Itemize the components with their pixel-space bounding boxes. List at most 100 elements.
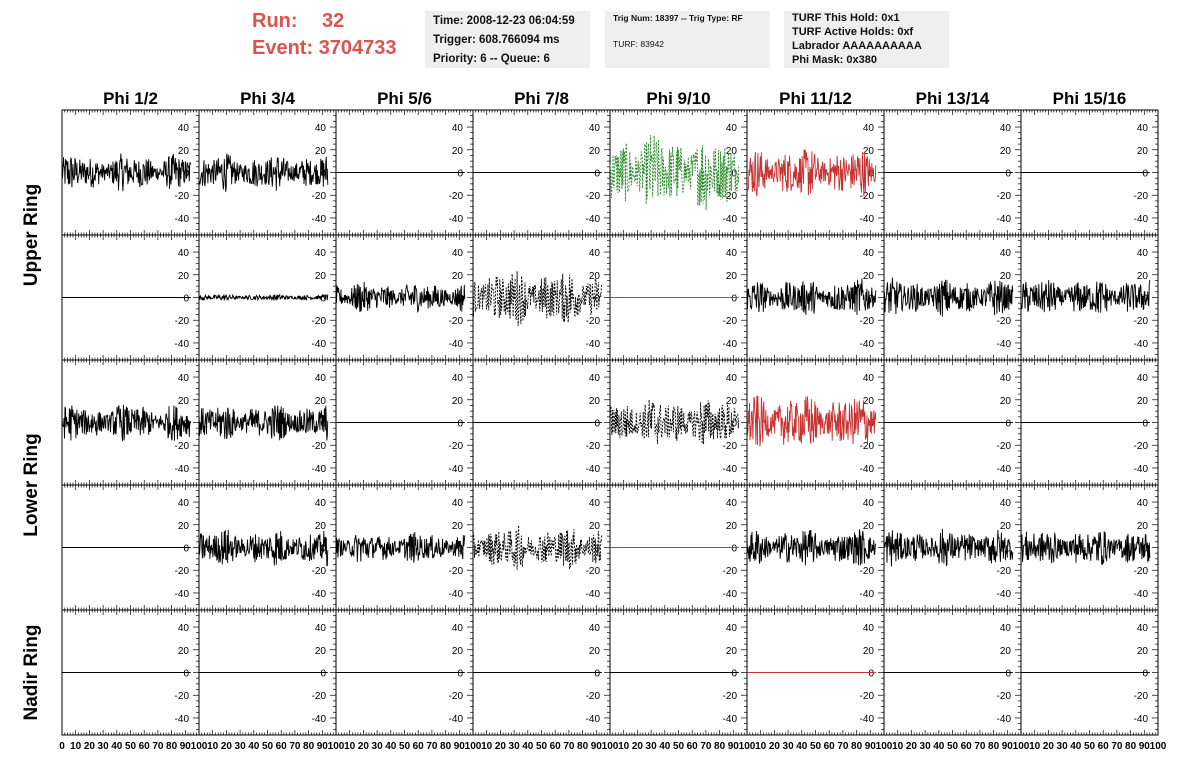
priority-text: Priority: 6 -- Queue: 6 [433,53,550,65]
turf-active-text: TURF Active Holds: 0xf [792,26,914,38]
waveform-trace [746,529,877,566]
waveform-trace [609,134,740,211]
y-tick-label: 20 [315,521,327,532]
run-event-box: Run: 32 Event: 3704733 [252,8,397,62]
y-tick-label: -20 [312,191,327,202]
y-tick-label: 40 [315,623,327,634]
y-tick-label: 0 [1005,169,1011,180]
y-tick-label: 40 [1000,498,1012,509]
y-tick-label: 20 [589,271,601,282]
y-tick-label: 40 [863,498,875,509]
y-tick-label: 20 [589,396,601,407]
y-tick-label: -20 [997,566,1012,577]
y-tick-label: 20 [863,146,875,157]
waveform-trace [335,281,466,313]
y-tick-label: -40 [723,589,738,600]
y-tick-label: 0 [457,419,463,430]
ring-label: Lower Ring [21,433,42,536]
y-tick-label: -40 [1134,464,1149,475]
y-tick-label: -40 [997,214,1012,225]
y-tick-label: -40 [586,589,601,600]
y-tick-label: -20 [997,316,1012,327]
y-tick-label: 40 [726,498,738,509]
column-title: Phi 11/12 [779,89,852,108]
y-tick-label: -20 [860,566,875,577]
waveform-trace [746,149,877,197]
y-tick-label: 20 [1000,521,1012,532]
y-tick-label: 0 [457,169,463,180]
y-tick-label: 20 [863,396,875,407]
y-tick-label: 40 [315,123,327,134]
y-tick-label: 20 [589,646,601,657]
y-tick-label: 0 [731,669,737,680]
column-title: Phi 1/2 [103,89,158,108]
y-tick-label: -20 [860,316,875,327]
y-tick-label: -40 [997,464,1012,475]
column-title: Phi 5/6 [377,89,432,108]
y-tick-label: 20 [315,396,327,407]
y-tick-label: 40 [1137,498,1149,509]
column-title: Phi 13/14 [916,89,990,108]
y-tick-label: -20 [586,316,601,327]
time-text: Time: 2008-12-23 06:04:59 [433,15,575,27]
y-tick-label: 40 [1137,123,1149,134]
column-title: Phi 3/4 [240,89,295,108]
y-tick-label: -20 [449,566,464,577]
y-tick-label: -40 [723,339,738,350]
y-tick-label: 20 [452,146,464,157]
waveform-trace [198,529,329,567]
y-tick-label: 40 [315,248,327,259]
y-tick-label: -20 [586,691,601,702]
turf-text: TURF: 83942 [613,39,665,49]
y-tick-label: -20 [312,566,327,577]
y-tick-label: 40 [452,248,464,259]
run-value: 32 [322,10,345,32]
y-tick-label: 40 [315,498,327,509]
labrador-text: Labrador AAAAAAAAAA [792,40,922,52]
ring-label: Nadir Ring [21,624,42,720]
y-tick-label: 20 [589,521,601,532]
y-tick-label: -20 [175,441,190,452]
y-tick-label: -40 [723,464,738,475]
y-tick-label: -40 [449,714,464,725]
y-tick-label: 20 [1137,271,1149,282]
y-tick-label: 20 [1000,146,1012,157]
y-tick-label: 0 [594,169,600,180]
y-tick-label: -40 [175,339,190,350]
y-tick-label: 20 [863,521,875,532]
y-tick-label: -20 [860,191,875,202]
y-tick-label: 40 [589,373,601,384]
y-tick-label: -40 [449,339,464,350]
y-tick-label: -40 [449,214,464,225]
y-tick-label: -20 [586,566,601,577]
y-tick-label: 0 [731,544,737,555]
column-title: Phi 7/8 [514,89,569,108]
y-tick-label: -40 [723,714,738,725]
trig-info-box: Trig Num: 18397 -- Trig Type: RF TURF: 8… [605,11,770,68]
y-tick-label: -40 [1134,214,1149,225]
event-label: Event: [252,37,314,59]
y-tick-label: -20 [1134,441,1149,452]
y-tick-label: 0 [731,169,737,180]
y-tick-label: 40 [178,623,190,634]
y-tick-label: 40 [1000,248,1012,259]
run-label: Run: [252,10,298,32]
event-value: 3704733 [318,37,397,59]
y-tick-label: 40 [726,373,738,384]
